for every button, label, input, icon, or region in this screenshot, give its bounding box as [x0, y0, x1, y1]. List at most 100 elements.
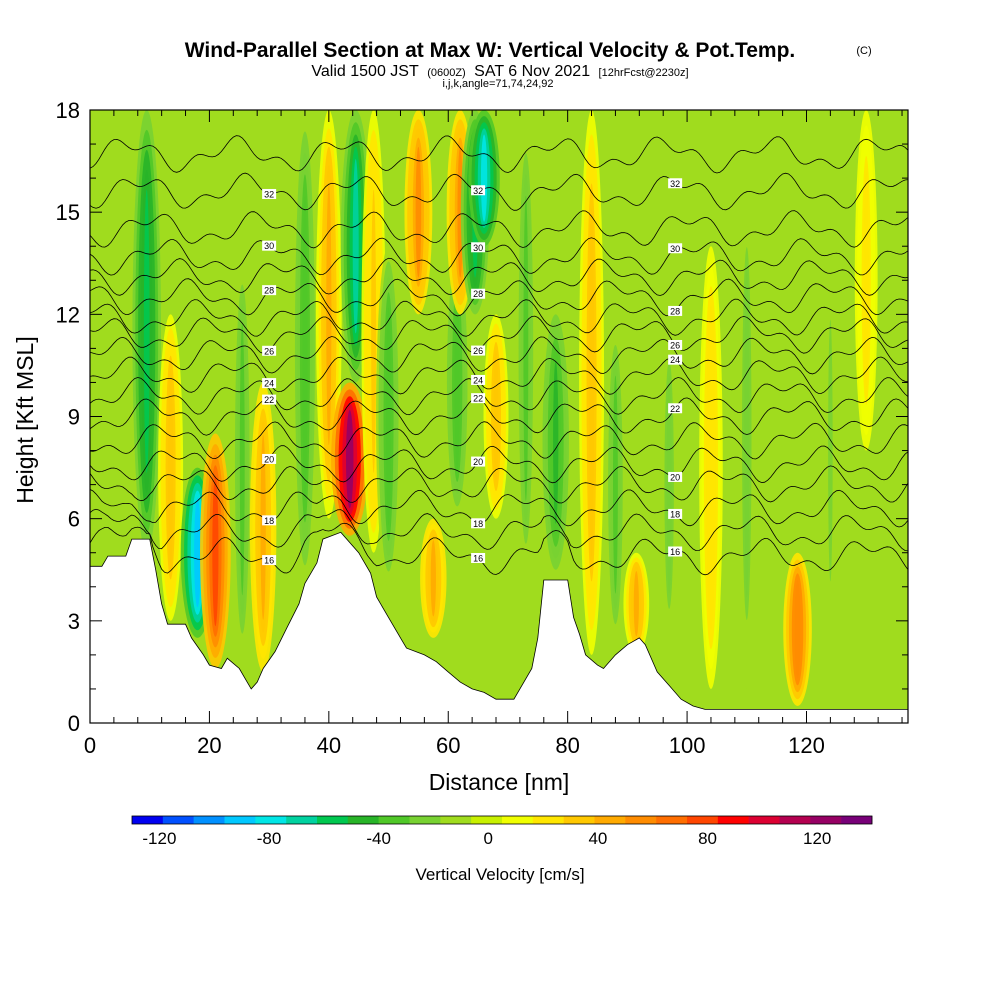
- velocity-contour-fill: [352, 159, 359, 334]
- theta-contour-label: 32: [262, 188, 277, 199]
- contour-label-bg: [668, 354, 683, 365]
- velocity-cell: [854, 110, 878, 451]
- velocity-contour-fill: [326, 183, 332, 446]
- chart-subtitle-indices: i,j,k,angle=71,74,24,92: [442, 78, 553, 90]
- theta-contour-label: 18: [668, 508, 683, 519]
- contour-label-text: 26: [473, 346, 483, 356]
- velocity-contour-fill: [708, 325, 714, 610]
- velocity-cell: [376, 246, 402, 587]
- subtitle-utc-time: (0600Z): [427, 67, 466, 79]
- y-tick-label: 0: [68, 711, 80, 736]
- theta-contour-line: [90, 397, 908, 436]
- velocity-contour-fill: [553, 360, 559, 524]
- theta-contour-label: 28: [262, 285, 277, 296]
- colorbar-swatch: [409, 816, 441, 824]
- theta-contour-label: 16: [262, 555, 277, 566]
- contour-label-bg: [668, 546, 683, 557]
- contour-label-bg: [471, 288, 486, 299]
- velocity-contour-fill: [143, 189, 150, 474]
- y-tick-label: 15: [56, 200, 80, 225]
- x-tick-label: 0: [84, 733, 96, 758]
- contour-label-text: 28: [670, 306, 680, 316]
- y-axis-label: Height [Kft MSL]: [12, 336, 38, 503]
- velocity-cell: [468, 110, 500, 247]
- contour-label-bg: [262, 453, 277, 464]
- theta-contours: [90, 135, 908, 576]
- colorbar-swatch: [625, 816, 657, 824]
- contour-label-text: 28: [264, 286, 274, 296]
- velocity-cell: [230, 246, 255, 672]
- theta-contour-line: [90, 522, 908, 576]
- theta-contour-line: [90, 356, 908, 395]
- contour-label-bg: [471, 242, 486, 253]
- theta-contour-label: 26: [471, 345, 486, 356]
- contour-label-bg: [262, 188, 277, 199]
- theta-contour-label: 30: [471, 242, 486, 253]
- contour-label-text: 24: [264, 379, 274, 389]
- velocity-contour-fill: [633, 571, 639, 637]
- theta-contour-line: [90, 278, 908, 317]
- x-axis: 0 20 40 60 80 100 120: [84, 110, 903, 758]
- colorbar-swatch: [471, 816, 503, 824]
- theta-contour-label: 24: [668, 354, 683, 365]
- y-tick-label: 12: [56, 302, 80, 327]
- velocity-cell: [783, 552, 812, 706]
- contour-label-text: 30: [264, 241, 274, 251]
- theta-contour-line: [90, 315, 908, 354]
- contour-label-bg: [471, 553, 486, 564]
- colorbar-tick-label: 0: [484, 829, 493, 848]
- theta-contour-label: 30: [262, 240, 277, 251]
- contour-label-bg: [668, 403, 683, 414]
- colorbar-swatch: [502, 816, 534, 824]
- theta-contour-label: 16: [668, 546, 683, 557]
- colorbar-swatch: [563, 816, 595, 824]
- contour-label-bg: [262, 240, 277, 251]
- theta-contour-line: [90, 377, 908, 416]
- colorbar-swatch: [440, 816, 472, 824]
- velocity-contour-fill: [260, 434, 266, 620]
- contour-label-text: 20: [264, 454, 274, 464]
- theta-contour-line: [90, 508, 908, 552]
- x-tick-label: 80: [555, 733, 579, 758]
- velocity-cell: [542, 314, 569, 570]
- subtitle-forecast: [12hrFcst@2230z]: [599, 67, 689, 79]
- contour-label-bg: [262, 378, 277, 389]
- contour-label-text: 16: [670, 547, 680, 557]
- velocity-contour-fill: [212, 475, 219, 627]
- colorbar-tick-label: -120: [142, 829, 176, 848]
- velocity-contour-fill: [457, 146, 463, 278]
- theta-contour-label: 22: [471, 393, 486, 404]
- contour-label-text: 30: [473, 243, 483, 253]
- colorbar-swatch: [687, 816, 719, 824]
- velocity-contour-fill: [371, 189, 377, 474]
- contour-label-bg: [262, 345, 277, 356]
- velocity-contour-fill: [346, 410, 354, 509]
- contour-label-text: 32: [473, 186, 483, 196]
- theta-contour-label: 20: [668, 471, 683, 482]
- contour-label-text: 20: [473, 457, 483, 467]
- contour-label-text: 18: [264, 516, 274, 526]
- velocity-contour-fill: [302, 195, 308, 501]
- y-tick-label: 18: [56, 98, 80, 123]
- theta-contour-label: 26: [668, 339, 683, 350]
- theta-contour-line: [90, 489, 908, 528]
- contour-label-bg: [471, 456, 486, 467]
- theta-contour-line: [90, 298, 908, 337]
- theta-contour-line: [90, 172, 908, 211]
- theta-contour-label: 28: [471, 288, 486, 299]
- chart-title: Wind-Parallel Section at Max W: Vertical…: [185, 39, 796, 62]
- contour-label-text: 20: [670, 472, 680, 482]
- contour-label-bg: [262, 515, 277, 526]
- velocity-cell: [483, 314, 509, 519]
- contour-label-text: 30: [670, 244, 680, 254]
- theta-contour-label: 22: [668, 403, 683, 414]
- x-tick-label: 120: [788, 733, 825, 758]
- theta-contour-label: 32: [471, 185, 486, 196]
- colorbar-tick-label: 40: [588, 829, 607, 848]
- terrain-mask: [90, 531, 908, 723]
- colorbar-tick-label: 120: [803, 829, 831, 848]
- velocity-contour-fill: [168, 369, 174, 566]
- contour-label-bg: [668, 339, 683, 350]
- theta-contour-line: [90, 210, 908, 249]
- subtitle-valid-time: Valid 1500 JST: [311, 63, 419, 80]
